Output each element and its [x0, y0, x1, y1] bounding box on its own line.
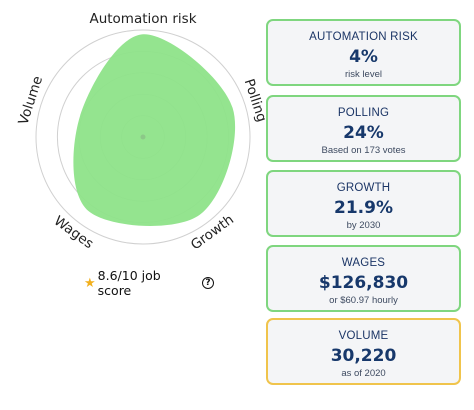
card-volume: VOLUME 30,220 as of 2020 [266, 318, 461, 385]
card-subtitle: risk level [345, 69, 382, 80]
radar-axis-label: Automation risk [89, 11, 196, 27]
card-value: 21.9% [334, 198, 393, 218]
card-wages: WAGES $126,830 or $60.97 hourly [266, 245, 461, 312]
star-icon: ★ [84, 275, 96, 291]
radar-axis-label: Volume [15, 74, 46, 127]
card-polling: POLLING 24% Based on 173 votes [266, 95, 461, 162]
card-subtitle: by 2030 [346, 220, 381, 231]
radar-center-dot [140, 134, 146, 140]
card-title: GROWTH [336, 182, 391, 194]
job-score-text: 8.6/10 job score [97, 268, 161, 298]
radar-shape [73, 34, 236, 226]
card-subtitle: or $60.97 hourly [329, 295, 398, 306]
card-title: WAGES [341, 257, 386, 269]
card-title: POLLING [337, 107, 390, 119]
card-growth: GROWTH 21.9% by 2030 [266, 170, 461, 237]
radar-ring [35, 29, 251, 245]
card-value: $126,830 [318, 273, 409, 293]
card-automation-risk: AUTOMATION RISK 4% risk level [266, 19, 461, 86]
card-title: AUTOMATION RISK [309, 31, 418, 43]
card-subtitle: Based on 173 votes [321, 145, 406, 156]
card-value: 24% [343, 123, 384, 143]
job-score: ★ 8.6/10 job score ? [84, 268, 214, 298]
card-title: VOLUME [338, 330, 389, 342]
card-value: 30,220 [330, 346, 397, 366]
question-circle-icon[interactable]: ? [202, 277, 214, 289]
card-subtitle: as of 2020 [341, 368, 386, 379]
card-value: 4% [349, 47, 378, 67]
